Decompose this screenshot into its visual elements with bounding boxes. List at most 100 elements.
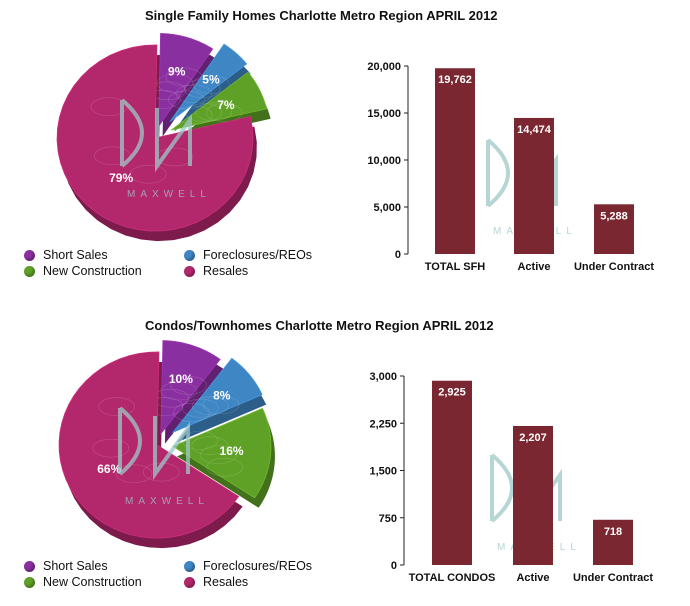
texture-mark [206, 457, 243, 477]
slice-texture [175, 102, 243, 125]
bar-value-label: 718 [604, 526, 622, 538]
bar [513, 425, 553, 565]
y-tick-label: 3,000 [369, 371, 397, 383]
resales-swatch-icon [184, 576, 195, 588]
y-tick-label: 15,000 [367, 108, 401, 120]
texture-mark [170, 376, 208, 395]
y-tick-label: 5,000 [373, 202, 401, 214]
slice-texture [181, 431, 243, 477]
y-tick-label: 2,250 [369, 418, 397, 430]
texture-mark [115, 464, 153, 484]
texture-mark [173, 403, 210, 422]
foreclosures-swatch-icon [184, 249, 195, 261]
legend-label: New Construction [43, 264, 142, 278]
texture-mark [175, 84, 213, 104]
bar [514, 117, 554, 254]
sfh-bar-chart: 05,00010,00015,00020,000MAXWELL19,762TOT… [367, 61, 654, 273]
legend-label: Short Sales [43, 248, 108, 262]
bar-value-label: 2,207 [519, 432, 547, 444]
y-tick-label: 20,000 [367, 61, 401, 73]
watermark-stroke [486, 138, 510, 208]
texture-mark [185, 103, 222, 122]
texture-mark [191, 396, 229, 415]
x-category-label: Active [517, 261, 550, 273]
watermark-stroke [118, 406, 142, 476]
legend-item-resales: Resales [184, 263, 344, 279]
legend-label: New Construction [43, 575, 142, 589]
pie-slice-resales [58, 351, 240, 539]
bar [432, 380, 472, 565]
bar-value-label: 2,925 [438, 387, 466, 399]
texture-mark [168, 90, 205, 110]
pie-slice-short-sales [158, 33, 214, 128]
pie-label-foreclosures: 8% [213, 389, 231, 403]
resales-swatch-icon [184, 265, 195, 277]
pie-slice-resales [56, 44, 254, 232]
texture-mark [175, 105, 213, 125]
texture-mark [129, 164, 167, 184]
texture-mark [202, 395, 240, 415]
texture-mark [195, 102, 232, 122]
legend-item-short-sales: Short Sales [24, 247, 184, 263]
new-construction-swatch-icon [24, 576, 35, 588]
watermark-stroke [153, 416, 190, 481]
texture-mark [205, 103, 243, 122]
legend-label: Foreclosures/REOs [203, 559, 313, 573]
slice-texture [168, 75, 230, 110]
legend-item-short-sales: Short Sales [24, 558, 184, 574]
bar [435, 68, 475, 254]
bar [593, 519, 633, 565]
legend-label: Resales [203, 575, 249, 589]
x-category-label: Under Contract [574, 261, 654, 273]
texture-mark [191, 436, 229, 455]
sfh-legend: Short Sales Foreclosures/REOs New Constr… [24, 247, 344, 279]
maxwell-watermark-logo: MAXWELL [118, 406, 204, 507]
texture-mark [200, 445, 237, 465]
foreclosures-swatch-icon [184, 560, 195, 572]
texture-mark [156, 73, 194, 93]
x-category-label: Under Contract [573, 572, 653, 584]
texture-mark [182, 398, 219, 418]
legend-item-foreclosures: Foreclosures/REOs [184, 247, 344, 263]
y-tick-label: 10,000 [367, 155, 401, 167]
pie-label-new-construction: 7% [217, 98, 235, 112]
x-category-label: Active [516, 572, 549, 584]
legend-label: Short Sales [43, 559, 108, 573]
x-category-label: TOTAL CONDOS [409, 572, 496, 584]
pie-slice-new-construction [172, 407, 272, 499]
watermark-stroke [155, 108, 192, 173]
pie-slice-foreclosures [172, 357, 263, 433]
condo-chart-title: Condos/Townhomes Charlotte Metro Region … [145, 318, 494, 333]
texture-mark [183, 79, 221, 99]
x-category-label: TOTAL SFH [425, 261, 486, 273]
legend-label: Resales [203, 264, 249, 278]
bar-value-label: 5,288 [600, 210, 628, 222]
short-sales-swatch-icon [24, 560, 35, 572]
bar-value-label: 19,762 [438, 74, 472, 86]
condo-pie-chart: 10% 8% 16% 66% MAXWELL [58, 340, 275, 549]
watermark-text: MAXWELL [127, 189, 211, 200]
bar-value-label: 14,474 [517, 124, 552, 136]
texture-mark [181, 431, 219, 450]
slice-texture [173, 395, 240, 422]
watermark-stroke [490, 453, 514, 523]
condo-legend: Short Sales Foreclosures/REOs New Constr… [24, 558, 344, 590]
pie-label-resales: 79% [109, 171, 133, 185]
maxwell-watermark-logo: MAXWELL [120, 98, 211, 200]
pie-label-short-sales: 10% [169, 372, 193, 386]
sfh-chart-title: Single Family Homes Charlotte Metro Regi… [145, 8, 498, 23]
sfh-pie-chart: 9% 5% 7% 79% MAXWELL [56, 33, 271, 242]
short-sales-swatch-icon [24, 249, 35, 261]
y-tick-label: 0 [395, 249, 401, 261]
texture-mark [98, 397, 136, 416]
texture-mark [160, 381, 198, 401]
pie-label-short-sales: 9% [168, 64, 186, 78]
legend-item-foreclosures: Foreclosures/REOs [184, 558, 344, 574]
texture-mark [92, 438, 130, 458]
y-tick-label: 1,500 [369, 466, 397, 478]
texture-mark [192, 75, 230, 94]
pie-label-foreclosures: 5% [202, 72, 220, 86]
pie-label-resales: 66% [97, 462, 121, 476]
pie-slice-new-construction [170, 71, 268, 131]
